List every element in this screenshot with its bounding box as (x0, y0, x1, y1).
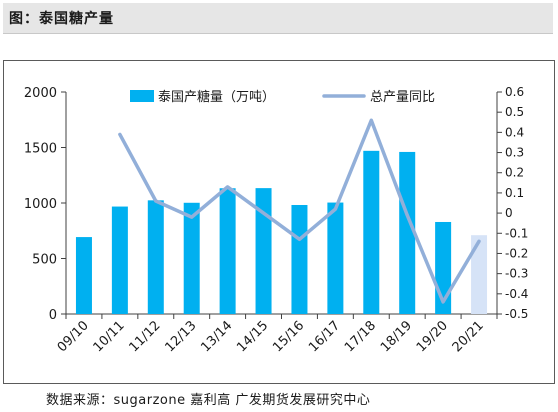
bar-13-14 (219, 188, 236, 314)
x-tick-label: 19/20 (414, 318, 451, 355)
y-left-tick-label: 500 (32, 253, 57, 268)
chart-frame (3, 60, 555, 384)
y-right-tick-label: 0 (505, 206, 513, 220)
y-left-tick-label: 2000 (24, 86, 57, 101)
y-right-tick-label: 0.1 (505, 186, 524, 200)
bar-18-19 (399, 151, 416, 314)
x-tick-label: 20/21 (450, 318, 487, 355)
x-tick-label: 12/13 (162, 318, 199, 355)
x-tick-label: 10/11 (91, 318, 128, 355)
bar-16-17 (327, 202, 344, 314)
x-tick-label: 11/12 (127, 318, 164, 355)
legend-bar-label: 泰国产糖量（万吨） (158, 89, 275, 105)
line-series-yoy (118, 118, 481, 304)
x-tick-label: 09/10 (55, 318, 92, 355)
bar-20-21 (471, 235, 488, 314)
y-right-tick-label: 0.3 (505, 146, 524, 160)
bar-09-10 (75, 237, 92, 314)
y-right-tick-label: -0.2 (505, 246, 528, 260)
x-tick-label: 13/14 (198, 318, 235, 355)
y-right-tick-label: 0.6 (505, 85, 524, 99)
legend-bar-swatch (130, 90, 154, 102)
bar-17-18 (363, 150, 380, 314)
y-right-tick-label: -0.1 (505, 226, 528, 240)
bar-15-16 (291, 204, 308, 314)
y-right-tick-label: -0.4 (505, 287, 528, 301)
y-right-tick-label: -0.3 (505, 267, 528, 281)
title-bar: 图：泰国糖产量 (3, 3, 553, 34)
legend-line-label: 总产量同比 (370, 90, 435, 105)
bar-11-12 (147, 200, 164, 314)
y-left-tick-label: 1500 (24, 142, 57, 157)
x-tick-label: 18/19 (378, 318, 415, 355)
bar-14-15 (255, 188, 272, 314)
chart-title: 图：泰国糖产量 (9, 11, 114, 27)
x-tick-label: 14/15 (234, 318, 271, 355)
source-note: 数据来源：sugarzone 嘉利高 广发期货发展研究中心 (46, 393, 371, 408)
x-tick-label: 15/16 (270, 318, 307, 355)
y-left-tick-label: 0 (49, 308, 57, 323)
y-right-tick-label: 0.4 (505, 125, 524, 139)
y-left-tick-label: 1000 (24, 197, 57, 212)
bar-10-11 (111, 206, 128, 314)
y-right-tick-label: -0.5 (505, 307, 528, 321)
y-right-tick-label: 0.2 (505, 166, 524, 180)
x-tick-label: 17/18 (342, 318, 379, 355)
y-right-tick-label: 0.5 (505, 105, 524, 119)
bar-12-13 (183, 202, 200, 314)
x-tick-label: 16/17 (306, 318, 343, 355)
